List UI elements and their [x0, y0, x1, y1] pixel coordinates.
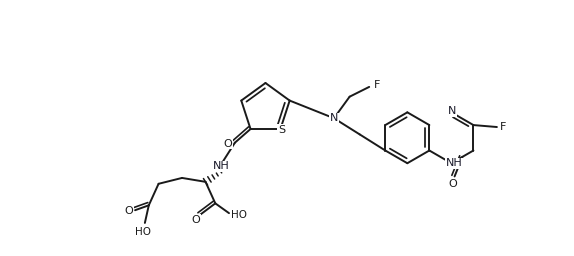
Text: N: N: [448, 106, 456, 116]
Text: HO: HO: [231, 210, 247, 220]
Text: NH: NH: [213, 161, 230, 171]
Text: S: S: [278, 125, 285, 135]
Text: HO: HO: [135, 227, 151, 237]
Text: F: F: [374, 80, 380, 90]
Text: O: O: [448, 179, 457, 189]
Text: O: O: [125, 206, 134, 216]
Text: O: O: [224, 139, 232, 149]
Text: NH: NH: [446, 158, 463, 168]
Text: O: O: [191, 215, 200, 225]
Text: F: F: [499, 122, 506, 132]
Text: N: N: [330, 113, 338, 123]
